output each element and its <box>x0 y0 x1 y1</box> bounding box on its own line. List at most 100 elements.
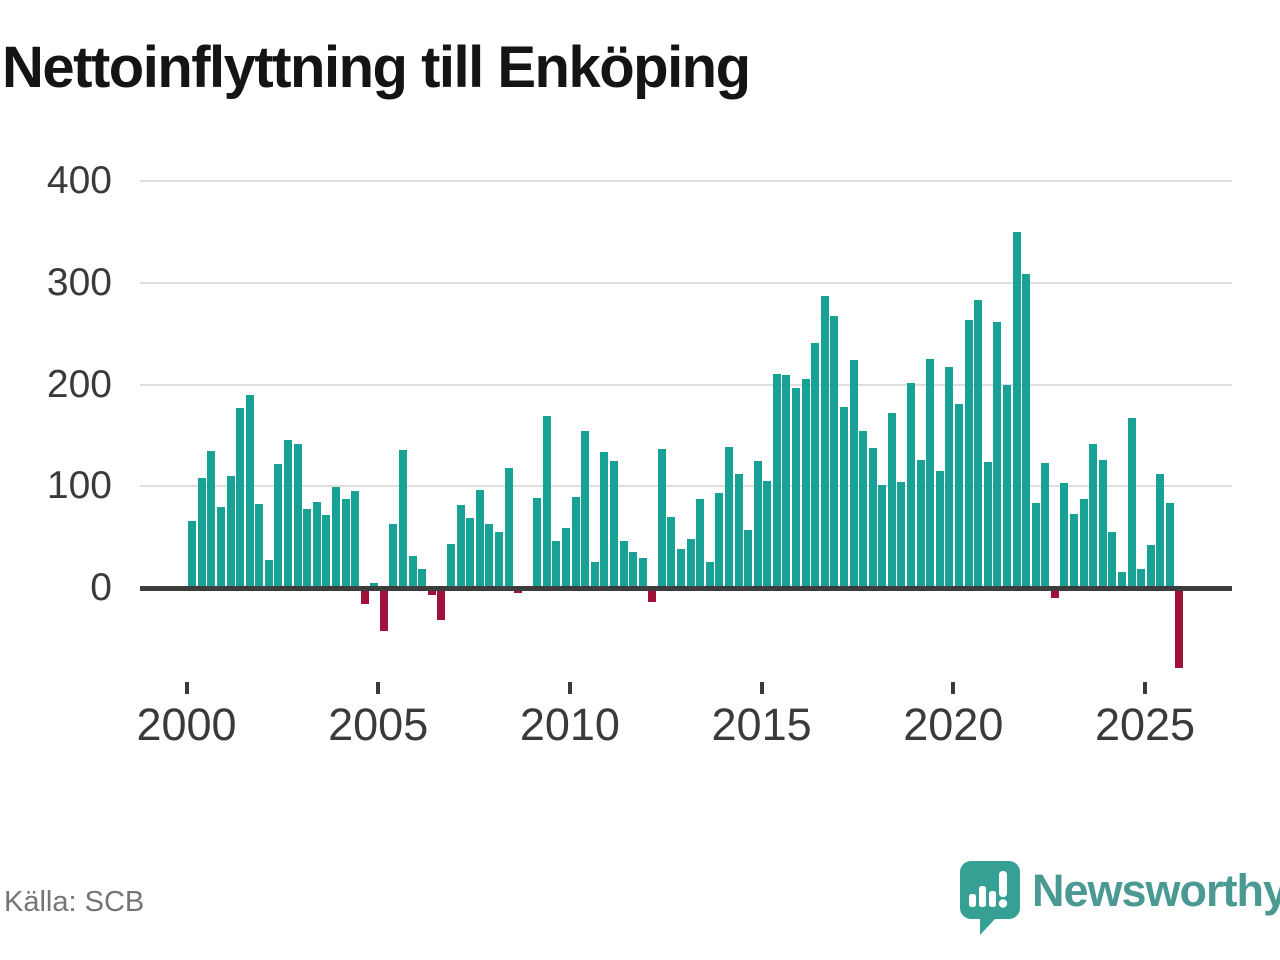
bar <box>293 443 302 588</box>
y-axis-label: 100 <box>46 464 112 508</box>
bar <box>705 561 714 588</box>
bar <box>811 343 820 588</box>
bar <box>830 315 839 588</box>
x-axis-tick <box>759 682 764 694</box>
bar <box>964 319 973 588</box>
bar <box>274 463 283 588</box>
bar <box>1175 590 1184 669</box>
bar <box>897 482 906 588</box>
bar <box>245 394 254 588</box>
bar <box>207 450 216 588</box>
bar <box>648 590 657 603</box>
bar <box>1156 474 1165 588</box>
bar <box>734 474 743 588</box>
chart-title: Nettoinflyttning till Enköping <box>2 35 751 100</box>
bar <box>466 517 475 588</box>
y-axis-label: 400 <box>46 159 112 203</box>
bar <box>744 530 753 588</box>
bar <box>801 378 810 588</box>
newsworthy-logo-icon <box>958 859 1022 942</box>
y-axis-label: 300 <box>46 261 112 305</box>
bar <box>935 471 944 588</box>
bar <box>389 523 398 588</box>
bar <box>216 506 225 588</box>
bar <box>600 451 609 588</box>
bar <box>341 498 350 588</box>
bar <box>724 446 733 588</box>
bar <box>351 491 360 588</box>
bar <box>571 496 580 588</box>
bar <box>1022 273 1031 588</box>
bar <box>427 590 436 596</box>
x-axis-tick <box>376 682 381 694</box>
source-caption: Källa: SCB <box>4 886 145 918</box>
gridline <box>140 383 1232 386</box>
bar <box>638 557 647 588</box>
bar <box>1012 232 1021 588</box>
bar <box>485 523 494 588</box>
bar <box>581 431 590 588</box>
bar <box>1127 418 1136 588</box>
x-axis-label: 2010 <box>519 699 620 750</box>
bar <box>1137 568 1146 588</box>
bar <box>475 490 484 588</box>
bar <box>284 439 293 588</box>
bar <box>1117 571 1126 588</box>
bar <box>1165 502 1174 588</box>
bar <box>974 300 983 588</box>
gridline <box>140 485 1232 488</box>
bar <box>878 485 887 588</box>
bar <box>619 541 628 588</box>
bar <box>197 478 206 588</box>
bar <box>667 516 676 588</box>
x-axis-tick <box>1143 682 1147 694</box>
bar <box>820 296 829 588</box>
bar <box>926 359 935 588</box>
x-axis-label: 2015 <box>711 699 812 750</box>
bar <box>226 476 235 588</box>
bar <box>772 373 781 588</box>
bar <box>552 541 561 588</box>
bar <box>542 416 551 588</box>
x-axis-tick <box>567 682 572 694</box>
bar <box>188 520 197 588</box>
bar <box>907 382 916 588</box>
bar <box>331 487 340 588</box>
bar <box>437 590 446 621</box>
bar <box>849 360 858 588</box>
bar <box>1060 483 1069 588</box>
gridline <box>140 180 1232 183</box>
x-axis-label: 2020 <box>903 699 1004 750</box>
bar <box>379 590 388 631</box>
bar <box>782 374 791 588</box>
bar <box>887 413 896 588</box>
bar <box>399 449 408 588</box>
gridline <box>140 282 1232 285</box>
x-axis-tick <box>951 682 956 694</box>
x-axis-tick <box>184 682 189 694</box>
bar <box>945 367 954 588</box>
bar <box>408 556 417 588</box>
bar <box>839 407 848 588</box>
x-axis-label: 2005 <box>328 699 429 750</box>
bar <box>456 504 465 588</box>
bar <box>1002 384 1011 588</box>
bar <box>629 552 638 588</box>
bar <box>609 460 618 588</box>
bar <box>255 503 264 588</box>
bar <box>955 404 963 588</box>
bar <box>753 460 762 588</box>
bar <box>590 561 599 588</box>
bar <box>696 498 705 588</box>
bar <box>983 461 992 588</box>
bar <box>993 321 1002 588</box>
bar <box>264 559 273 588</box>
bar <box>1041 462 1050 588</box>
bar <box>533 497 542 588</box>
y-axis-label: 200 <box>46 362 112 406</box>
bar <box>236 408 245 588</box>
bar <box>360 590 369 605</box>
bar <box>1070 513 1079 588</box>
bar <box>1098 459 1107 588</box>
bar <box>1050 590 1059 599</box>
